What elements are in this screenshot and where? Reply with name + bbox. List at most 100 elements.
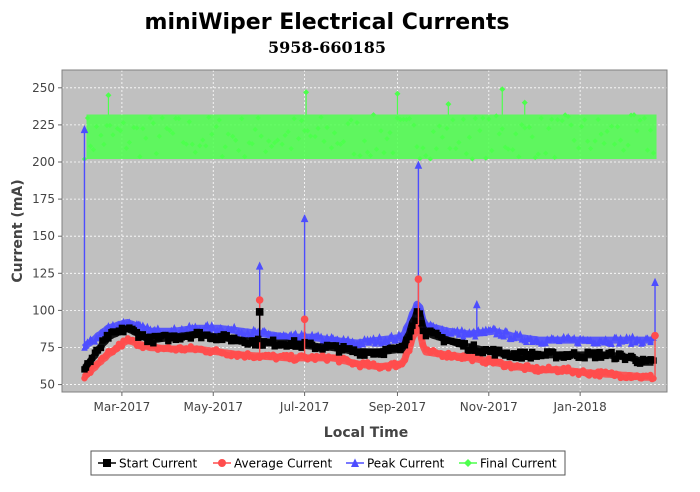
start-current-point	[97, 344, 105, 352]
final-current-point	[203, 143, 209, 149]
final-current-point	[483, 155, 489, 161]
final-current-point	[505, 146, 511, 152]
final-current-point	[469, 156, 475, 162]
peak-current-point	[639, 338, 647, 346]
final-current-point	[480, 115, 486, 121]
peak-current-point	[570, 334, 578, 342]
start-current-point	[496, 346, 503, 354]
final-current-point	[176, 115, 182, 122]
final-current-point	[167, 127, 173, 133]
final-current-point	[303, 89, 310, 96]
peak-current-point	[231, 322, 238, 330]
final-current-point	[384, 136, 390, 142]
peak-current-point	[210, 324, 217, 332]
start-current-point	[361, 352, 368, 359]
final-current-point	[433, 146, 439, 152]
final-current-point	[107, 122, 113, 129]
final-current-point	[279, 141, 285, 147]
start-current-point	[298, 344, 305, 351]
start-current-point	[231, 334, 238, 341]
final-current-point	[357, 152, 363, 159]
final-current-point	[219, 153, 225, 160]
start-current-point	[269, 336, 277, 343]
final-current-point	[444, 125, 450, 132]
final-current-point	[637, 117, 643, 123]
final-current-point	[394, 90, 401, 97]
peak-current-point	[542, 339, 549, 347]
peak-current-point	[461, 328, 469, 336]
spikes	[80, 124, 659, 378]
start-current-point	[409, 322, 416, 329]
x-tick-label: Sep-2017	[369, 400, 427, 414]
legend-marker	[218, 459, 226, 467]
peak-current-point	[575, 339, 582, 347]
final-current-point	[568, 122, 574, 128]
final-current-point	[225, 131, 231, 137]
x-tick-label: Jan-2018	[552, 400, 606, 414]
start-current-point	[251, 342, 259, 349]
final-current-point	[197, 143, 203, 149]
legend: Start Current Average Current Peak Current…	[90, 450, 566, 476]
final-current-point	[361, 138, 368, 144]
peak-current-point	[109, 320, 117, 328]
final-current-point	[337, 141, 344, 147]
start-current-point	[618, 352, 626, 360]
final-current-band	[86, 114, 657, 160]
final-current-point	[93, 123, 100, 130]
start-current-point	[422, 332, 430, 340]
final-current-point	[269, 143, 275, 150]
final-current-point	[236, 147, 242, 154]
final-current-point	[301, 128, 308, 134]
final-current-point	[460, 116, 466, 122]
start-current-point	[560, 354, 567, 361]
final-current-point	[258, 133, 264, 139]
final-current-point	[101, 141, 107, 147]
final-current-point	[513, 131, 519, 137]
start-current-point	[470, 341, 478, 348]
average-current-point	[497, 358, 504, 366]
start-current-point	[524, 350, 531, 358]
average-current-point	[596, 373, 603, 380]
start-current-point	[338, 347, 346, 354]
final-current-point	[340, 139, 347, 145]
peak-current-point	[171, 324, 178, 332]
x-tick-label: Nov-2017	[460, 400, 518, 414]
average-current-point	[87, 369, 94, 376]
final-current-point	[400, 116, 407, 122]
spike-point	[651, 277, 659, 286]
peak-current-point	[183, 325, 190, 333]
final-current-point	[592, 138, 598, 144]
final-current-point	[110, 132, 116, 138]
final-current-point	[477, 128, 483, 134]
final-current-point	[304, 128, 311, 134]
start-current-point	[147, 333, 154, 340]
final-current-point	[427, 156, 433, 162]
final-current-point	[466, 134, 472, 140]
legend-marker	[464, 459, 472, 467]
peak-current-point	[144, 322, 151, 330]
start-current-point	[350, 346, 358, 353]
final-current-point	[378, 128, 384, 134]
final-current-point	[147, 115, 153, 121]
start-current-point	[466, 347, 473, 354]
chart-title: miniWiper Electrical Currents	[145, 10, 510, 35]
average-current-point	[650, 375, 657, 382]
start-current-point	[439, 334, 446, 341]
final-current-point	[159, 115, 165, 121]
final-current-point	[315, 125, 321, 131]
final-current-point	[230, 133, 236, 139]
start-current-point	[259, 342, 266, 349]
final-current-point	[559, 118, 565, 124]
start-current-point	[581, 355, 588, 362]
final-current-point	[641, 115, 648, 121]
average-current-point	[445, 349, 452, 357]
final-current-point	[140, 125, 146, 132]
y-tick-label: 75	[40, 340, 55, 354]
final-current-point	[239, 115, 245, 122]
final-current-point	[417, 155, 423, 162]
final-current-point	[647, 127, 654, 133]
final-current-point	[282, 132, 288, 138]
final-current-point	[447, 145, 453, 152]
x-tick-label: May-2017	[184, 400, 243, 414]
start-current-point	[254, 335, 262, 343]
